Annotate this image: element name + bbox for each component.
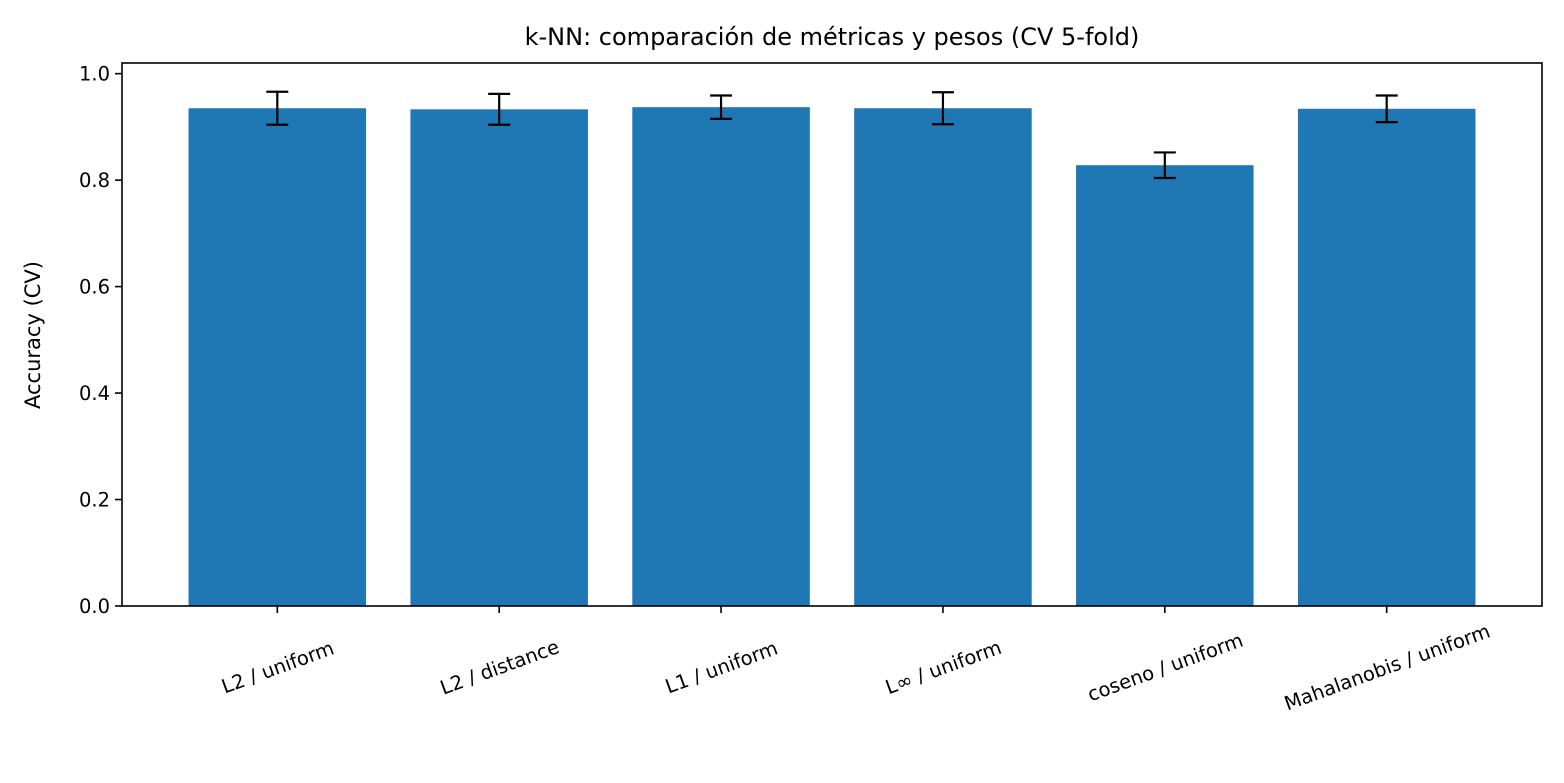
x-tick-label: Mahalanobis / uniform	[1281, 619, 1493, 715]
x-tick-label: L2 / uniform	[219, 636, 338, 698]
bar	[1076, 165, 1254, 606]
y-tick-label: 0.6	[79, 276, 110, 299]
bar	[188, 108, 367, 606]
chart-title: k-NN: comparación de métricas y pesos (C…	[525, 23, 1140, 51]
y-tick-label: 0.8	[79, 169, 110, 192]
y-tick-label: 0.0	[79, 595, 110, 618]
plot-frame	[121, 62, 1543, 607]
x-tick-label: L∞ / uniform	[882, 636, 1004, 699]
y-tick-label: 1.0	[79, 63, 110, 86]
bar	[410, 109, 588, 607]
plot-area: 0.0 0.2 0.4 0.6 0.8 1.0 L2 / uniform L2 / dista…	[79, 62, 1543, 715]
x-tick-label: coseno / uniform	[1084, 629, 1246, 707]
bar	[854, 108, 1032, 606]
y-axis-label: Accuracy (CV)	[21, 261, 45, 409]
y-tick-label: 0.2	[79, 489, 110, 512]
bar	[1297, 108, 1476, 607]
x-tick-label: L2 / distance	[437, 635, 562, 699]
y-tick-label: 0.4	[79, 382, 110, 405]
x-tick-label: L1 / uniform	[662, 636, 781, 698]
bar	[632, 107, 810, 606]
